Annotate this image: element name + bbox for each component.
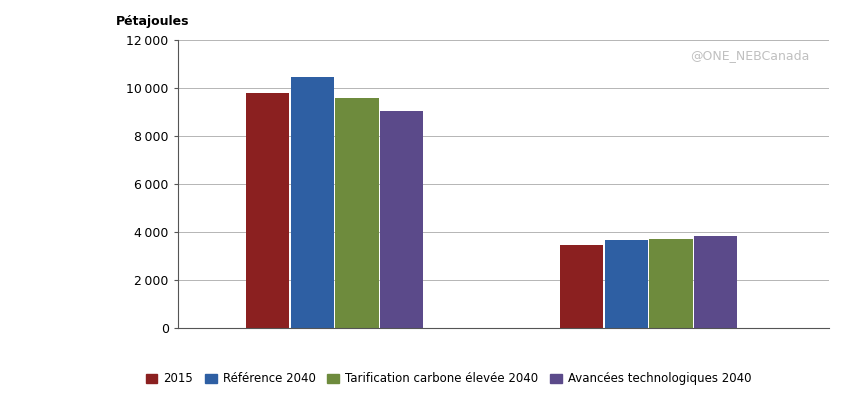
Text: Pétajoules: Pétajoules [116, 16, 190, 28]
Bar [605, 240, 648, 328]
Text: @ONE_NEBCanada: @ONE_NEBCanada [690, 49, 810, 62]
Bar [380, 111, 423, 328]
Bar [650, 239, 693, 328]
Bar [560, 245, 603, 328]
Legend: 2015, Référence 2040, Tarification carbone élevée 2040, Avancées technologiques : 2015, Référence 2040, Tarification carbo… [141, 368, 755, 390]
Bar [335, 98, 378, 328]
Bar [694, 236, 737, 328]
Bar [246, 93, 289, 328]
Bar [291, 77, 334, 328]
